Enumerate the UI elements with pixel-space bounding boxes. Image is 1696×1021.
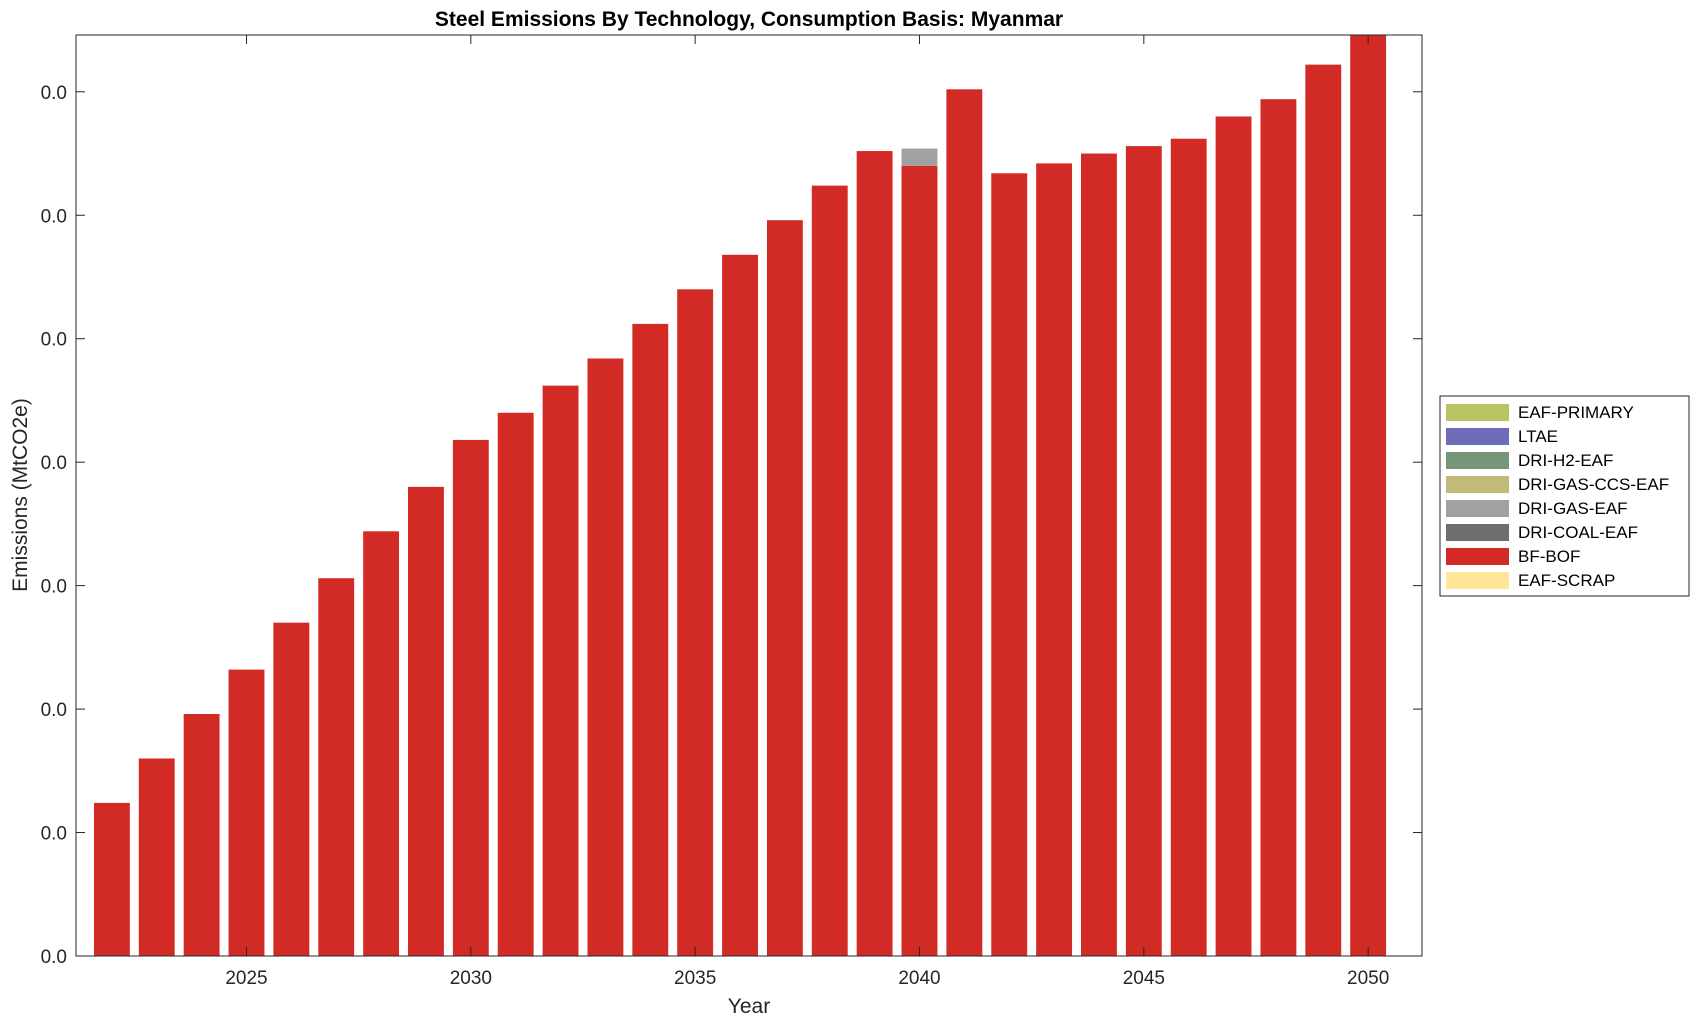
y-tick-label: 0.0 [41, 83, 67, 104]
bar-bf-bof-2023 [138, 758, 175, 956]
bar-bf-bof-2035 [677, 289, 714, 956]
legend-label-bf-bof: BF-BOF [1518, 547, 1580, 566]
bar-bf-bof-2027 [318, 578, 355, 956]
bar-bf-bof-2024 [183, 714, 220, 956]
x-axis-label: Year [728, 995, 770, 1018]
bar-bf-bof-2029 [408, 486, 444, 956]
ticks-layer: 2025 2030 2035 2040 2045 2050 0.0 0.0 0.0 0.0 0.0 0… [41, 35, 1422, 989]
bar-bf-bof-2037 [766, 220, 803, 956]
bar-bf-bof-2025 [228, 669, 265, 956]
legend-swatch-eaf-primary [1446, 404, 1509, 421]
bar-bf-bof-2045 [1125, 146, 1162, 957]
x-tick-label: 2045 [1123, 968, 1165, 989]
bar-bf-bof-2033 [587, 358, 624, 957]
bar-bf-bof-2041 [946, 89, 983, 956]
bar-bf-bof-2030 [452, 439, 489, 956]
x-tick-label: 2050 [1347, 968, 1389, 989]
y-tick-label: 0.0 [41, 577, 67, 598]
bar-bf-bof-2047 [1215, 116, 1252, 957]
bar-bf-bof-2026 [273, 622, 310, 956]
x-tick-label: 2040 [898, 968, 940, 989]
legend-label-dri-h2-eaf: DRI-H2-EAF [1518, 451, 1613, 470]
legend-box [1439, 395, 1690, 597]
legend-swatch-dri-coal-eaf [1446, 524, 1509, 541]
bar-bf-bof-2048 [1260, 99, 1297, 956]
bar-bf-bof-2034 [632, 323, 669, 956]
legend-label-eaf-primary: EAF-PRIMARY [1518, 403, 1634, 422]
legend-swatch-dri-gas-eaf [1446, 500, 1509, 517]
legend-swatch-dri-gas-ccs-eaf [1446, 476, 1509, 493]
y-tick-label: 0.0 [41, 453, 67, 474]
bar-bf-bof-2040 [901, 165, 938, 956]
legend-label-eaf-scrap: EAF-SCRAP [1518, 571, 1615, 590]
bar-bf-bof-2039 [856, 151, 893, 957]
y-tick-label: 0.0 [41, 824, 67, 845]
legend-swatch-dri-h2-eaf [1446, 452, 1509, 469]
legend-label-dri-coal-eaf: DRI-COAL-EAF [1518, 523, 1638, 542]
bar-bf-bof-2038 [811, 185, 848, 956]
bar-bf-bof-2036 [722, 254, 758, 956]
y-axis-label: Emissions (MtCO2e) [9, 398, 32, 592]
legend: EAF-PRIMARY LTAE DRI-H2-EAF DRI-GAS-CCS-EAF… [1439, 395, 1690, 597]
chart-title: Steel Emissions By Technology, Consumpti… [435, 8, 1063, 31]
legend-swatch-eaf-scrap [1446, 572, 1509, 589]
bar-bf-bof-2044 [1081, 153, 1117, 956]
bar-bf-bof-2028 [363, 531, 400, 956]
bar-bf-bof-2031 [497, 412, 534, 956]
y-tick-label: 0.0 [41, 700, 67, 721]
bar-bf-bof-2043 [1036, 163, 1073, 956]
x-tick-label: 2025 [225, 968, 267, 989]
bar-bf-bof-2042 [991, 173, 1028, 956]
x-tick-label: 2035 [674, 968, 716, 989]
legend-swatch-bf-bof [1446, 548, 1509, 565]
bar-bf-bof-2046 [1170, 138, 1207, 956]
bar-bf-bof-2050 [1350, 35, 1387, 956]
bar-bf-bof-2022 [93, 802, 130, 956]
legend-swatch-ltae [1446, 428, 1509, 445]
y-tick-label: 0.0 [41, 330, 67, 351]
legend-label-dri-gas-ccs-eaf: DRI-GAS-CCS-EAF [1518, 475, 1669, 494]
plot-area-frame [75, 34, 1423, 957]
bar-bf-bof-2032 [542, 385, 579, 956]
bars-layer [93, 35, 1387, 957]
y-tick-label: 0.0 [41, 206, 67, 227]
bar-bf-bof-2049 [1305, 64, 1342, 956]
x-tick-label: 2030 [450, 968, 492, 989]
legend-label-ltae: LTAE [1518, 427, 1558, 446]
legend-label-dri-gas-eaf: DRI-GAS-EAF [1518, 499, 1628, 518]
bar-dri-gas-eaf-2040 [901, 148, 938, 166]
y-tick-label: 0.0 [41, 947, 67, 968]
